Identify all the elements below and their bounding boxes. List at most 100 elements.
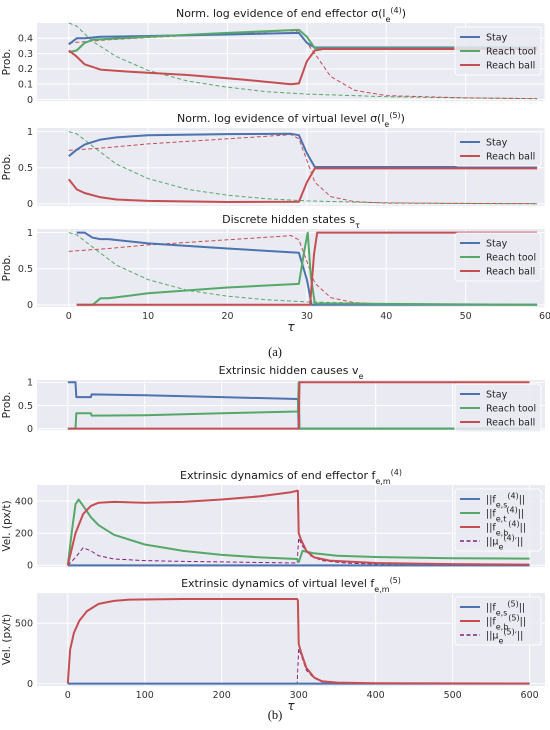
- chart-title: Extrinsic dynamics of end effector fe,m(…: [180, 468, 402, 486]
- legend-entry: ||μe(5)′||: [486, 627, 523, 645]
- y-axis-label: Prob.: [1, 392, 13, 419]
- series-line-reach-ball: [76, 231, 538, 306]
- legend-box: [454, 131, 542, 167]
- x-tick-label: 0: [66, 311, 72, 322]
- series-line-dashed-red: [68, 134, 538, 205]
- legend-entry: ||fe,s(5)||: [486, 599, 525, 617]
- x-tick-label: 100: [136, 690, 154, 701]
- series-line-stay: [68, 132, 538, 168]
- series-line-reach-ball: [68, 48, 538, 86]
- y-tick-label: 0: [27, 95, 33, 106]
- y-tick-label: 0: [27, 199, 33, 210]
- y-tick-label: 0.3: [18, 49, 33, 60]
- legend-entry: Stay: [486, 33, 508, 44]
- y-tick-label: 1: [27, 127, 33, 138]
- x-tick-label: 50: [460, 311, 472, 322]
- legend-entry: ||fe,t(4)||: [486, 505, 524, 523]
- series-line--e-4-: [67, 537, 530, 566]
- chart-title: Discrete hidden states sτ: [222, 213, 360, 230]
- x-tick-label: 500: [444, 690, 462, 701]
- y-tick-label: 1: [27, 228, 33, 239]
- series-line-stay: [76, 231, 538, 306]
- legend-entry: Stay: [486, 138, 508, 149]
- y-axis-label: Prob.: [1, 154, 13, 181]
- x-tick-label: 60: [539, 311, 550, 322]
- legend-entry: ||fe,s(4)||: [486, 491, 525, 509]
- y-tick-label: 0.5: [18, 264, 33, 275]
- series-line--f-e-b-4-: [66, 489, 530, 566]
- y-axis-label: Vel. (px/t): [1, 500, 13, 551]
- caption-b: (b): [268, 708, 283, 722]
- legend-entry: Stay: [486, 390, 508, 401]
- y-tick-label: 400: [15, 496, 33, 507]
- legend: Stay Reach tool Reach ball: [454, 383, 542, 433]
- legend-entry: Reach ball: [486, 267, 535, 278]
- series-line-dashed-green: [68, 22, 538, 100]
- chart-panel-4: 0 0.5 1 Extrinsic hidden causes ve Prob. Stay…: [1, 364, 545, 435]
- x-tick-label: 0: [65, 690, 71, 701]
- legend-entry: ||fe,b(4)||: [486, 519, 526, 537]
- y-tick-label: 0.5: [18, 163, 33, 174]
- legend: ||fe,s(5)||||fe,b(5)||||μe(5)′||: [454, 596, 542, 646]
- y-tick-label: 0.1: [18, 79, 33, 90]
- chart-panel-6: 0 500 0 100 200 300 400 500 600 Extrinsic dynamic…: [1, 576, 545, 713]
- y-tick-label: 0: [27, 679, 33, 690]
- chart-title: Extrinsic hidden causes ve: [219, 364, 364, 381]
- legend-box: [454, 596, 542, 646]
- y-axis-label: Prob.: [1, 49, 13, 76]
- x-tick-label: 400: [367, 690, 385, 701]
- y-tick-label: 200: [15, 529, 33, 540]
- legend: Stay Reach ball: [454, 131, 542, 167]
- legend-box: [454, 26, 542, 76]
- legend-entry: ||μe(4)′||: [486, 533, 523, 551]
- chart-title: Norm. log evidence of virtual level σ(le…: [177, 111, 405, 129]
- series-line-reach-ball: [67, 381, 530, 430]
- series-line-dashed-green: [68, 131, 538, 205]
- series-line-dashed-red: [68, 235, 538, 306]
- legend-box: [454, 232, 542, 282]
- legend: Stay Reach tool Reach ball: [454, 26, 542, 76]
- chart-panel-1: 0 0.1 0.2 0.3 0.4 Norm. log evidence of end e…: [1, 6, 546, 106]
- legend: Stay Reach tool Reach ball: [454, 232, 542, 282]
- series-line--f-e-t-4-: [66, 498, 530, 566]
- y-tick-label: 0: [27, 424, 33, 435]
- legend-entry: Reach tool: [486, 404, 536, 415]
- x-axis-label: τ: [287, 320, 295, 334]
- x-tick-label: 200: [213, 690, 231, 701]
- series-line-reach-tool: [68, 28, 538, 54]
- legend-entry: Reach ball: [486, 152, 535, 163]
- chart-panel-2: 0 0.5 1 Norm. log evidence of virtual level…: [1, 111, 546, 210]
- legend-entry: Stay: [486, 239, 508, 250]
- x-tick-label: 10: [142, 311, 154, 322]
- series-line--e-5-: [67, 648, 530, 685]
- y-tick-label: 1: [27, 378, 33, 389]
- x-tick-label: 30: [301, 311, 313, 322]
- legend-entry: ||fe,b(5)||: [486, 613, 526, 631]
- series-line-reach-ball: [68, 167, 538, 203]
- y-axis-label: Vel. (px/t): [1, 614, 13, 665]
- legend-entry: Reach ball: [486, 418, 535, 429]
- chart-panels: 0 0.1 0.2 0.3 0.4 Norm. log evidence of end e…: [1, 6, 550, 714]
- y-tick-label: 500: [15, 618, 33, 629]
- legend-box: [454, 383, 542, 433]
- y-tick-label: 0.4: [18, 34, 33, 45]
- x-tick-label: 20: [221, 311, 233, 322]
- caption-a: (a): [268, 345, 282, 359]
- x-tick-label: 300: [290, 690, 308, 701]
- legend-box: [454, 488, 542, 552]
- y-tick-label: 0: [27, 300, 33, 311]
- x-axis-label: τ: [287, 699, 295, 713]
- y-tick-label: 0: [27, 561, 33, 572]
- y-axis-label: Prob.: [1, 255, 13, 282]
- legend-entry: Reach ball: [486, 61, 535, 72]
- x-tick-label: 600: [521, 690, 539, 701]
- x-tick-label: 40: [380, 311, 392, 322]
- legend: ||fe,s(4)||||fe,t(4)||||fe,b(4)||||μe(4)…: [454, 488, 542, 552]
- legend-entry: Reach tool: [486, 47, 536, 58]
- chart-title: Norm. log evidence of end effector σ(le(…: [176, 6, 406, 24]
- y-tick-label: 0.2: [18, 64, 33, 75]
- series-line--f-e-b-5-: [66, 598, 530, 685]
- legend-entry: Reach tool: [486, 253, 536, 264]
